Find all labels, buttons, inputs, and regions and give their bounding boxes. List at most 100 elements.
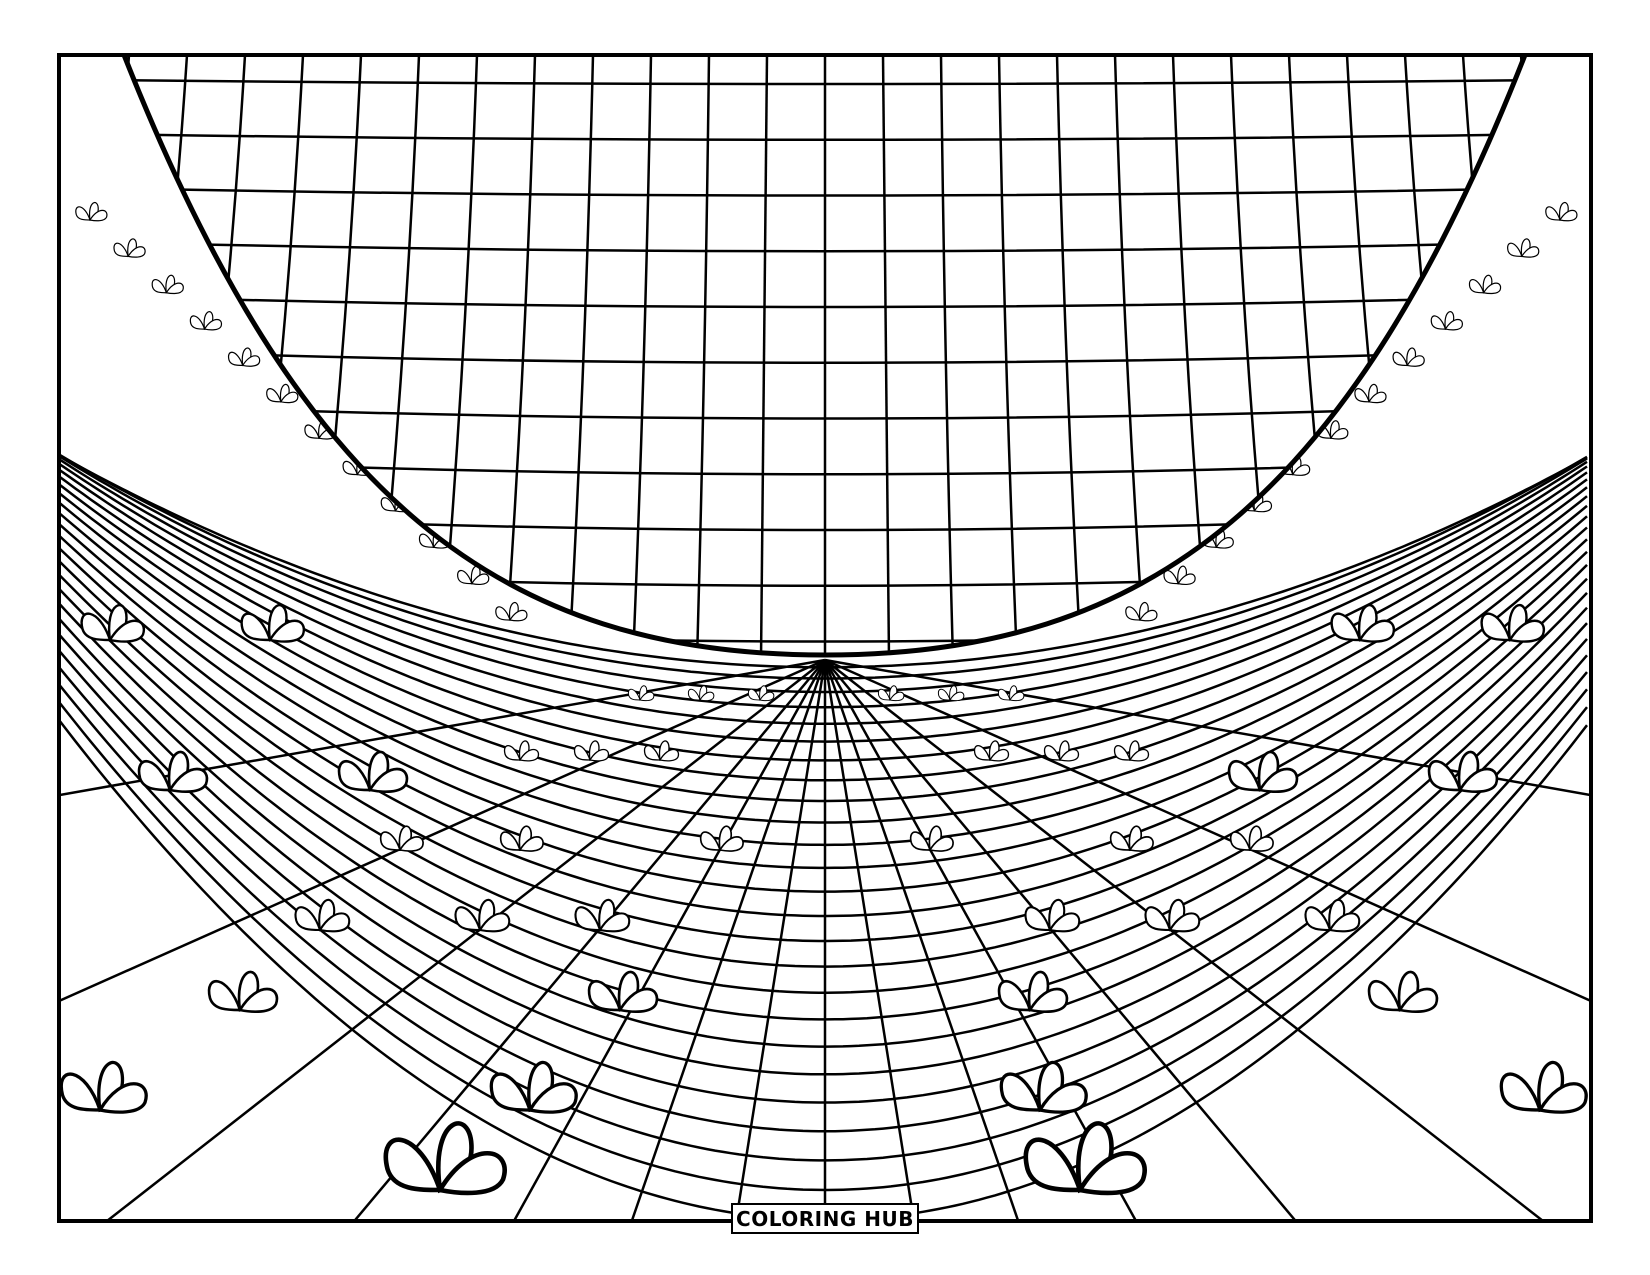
leaf-petal [1430, 315, 1447, 330]
leaf-motif [643, 740, 680, 762]
leaf-motif [587, 970, 659, 1014]
grid-arc [59, 483, 1588, 782]
leaf-motif [627, 685, 655, 702]
leaf-petal [1507, 242, 1523, 257]
leaf-motif [503, 740, 540, 762]
leaf-motif [1304, 899, 1361, 933]
leaf-petal [1358, 619, 1396, 643]
grid-line-radial [824, 659, 1297, 1221]
leaf-motifs [59, 201, 1588, 1196]
leaf-petal [240, 612, 272, 642]
leaf-petal [1163, 569, 1180, 585]
leaf-petal [380, 497, 397, 512]
leaf-petal [294, 906, 322, 932]
leaf-petal [227, 351, 244, 367]
leaf-motif [495, 601, 528, 622]
leaf-petal [1128, 836, 1154, 852]
leaf-petal [1113, 745, 1131, 761]
leaf-petal [1227, 760, 1262, 792]
leaf-motif [973, 740, 1010, 762]
leaf-petal [470, 573, 490, 586]
leaf-petal [1330, 612, 1362, 642]
grid-line-horizontal [124, 132, 1525, 141]
leaf-petal [337, 760, 372, 792]
leaf-motif [137, 750, 209, 794]
grid-line-radial [353, 659, 826, 1221]
leaf-petal [436, 1150, 507, 1196]
leaf-petal [108, 619, 146, 643]
leaf-petal [165, 282, 184, 295]
leaf-petal [1468, 279, 1485, 294]
grid-line-radial [630, 659, 827, 1221]
leaf-petal [997, 980, 1032, 1012]
grid-line-radial [824, 659, 1544, 1221]
leaf-motif [1499, 1060, 1588, 1114]
leaf-petal [1027, 987, 1069, 1014]
leaf-petal [617, 987, 659, 1014]
leaf-petal [189, 315, 206, 330]
leaf-petal [478, 912, 511, 933]
leaf-motif [294, 899, 351, 933]
leaf-motif [207, 970, 279, 1014]
leaf-petal [909, 831, 932, 851]
leaf-petal [1329, 427, 1349, 440]
leaf-motif [189, 311, 223, 331]
leaf-petal [418, 533, 435, 548]
leaf-motif [1507, 238, 1540, 258]
leaf-petal [687, 688, 701, 701]
leaf-motif [499, 825, 544, 852]
leaf-petal [973, 745, 991, 761]
leaf-petal [588, 748, 610, 762]
leaf-petal [266, 388, 282, 403]
grid-line-radial [512, 659, 827, 1221]
grid-line-vertical [1113, 55, 1147, 655]
grid-line-radial [734, 659, 827, 1221]
leaf-petal [988, 748, 1010, 762]
leaf-petal [495, 606, 511, 621]
leaf-motif [699, 825, 744, 852]
leaf-motif [240, 603, 306, 643]
grid-line-radial [823, 659, 1138, 1221]
grid-line-radial [823, 659, 916, 1221]
leaf-petal [937, 688, 951, 701]
leaf-petal [1125, 606, 1141, 621]
leaf-petal [1229, 831, 1252, 851]
leaf-petal [747, 688, 761, 701]
leaf-petal [489, 1072, 533, 1112]
leaf-petal [268, 619, 306, 643]
leaf-petal [518, 748, 540, 762]
grid-line-horizontal [124, 348, 1525, 364]
leaf-petal [1559, 209, 1578, 222]
leaf-motif [1043, 740, 1080, 762]
leaf-petal [113, 242, 130, 257]
leaf-petal [367, 767, 409, 794]
leaf-petal [1537, 1082, 1588, 1114]
leaf-motif [113, 238, 146, 258]
leaf-motif [379, 825, 424, 852]
leaf-petal [1291, 464, 1311, 476]
leaf-petal [279, 391, 299, 404]
u-curve [121, 54, 1528, 658]
leaf-motif [1427, 750, 1499, 794]
grid-line-vertical [631, 55, 653, 655]
leaf-motif [909, 825, 954, 852]
leaf-petal [889, 691, 905, 702]
grid-line-vertical [695, 55, 711, 655]
leaf-petal [342, 460, 359, 476]
leaf-petal [1109, 831, 1132, 851]
leaf-petal [999, 1072, 1043, 1112]
leaf-motif [383, 1121, 507, 1196]
leaf-motif [1024, 899, 1081, 933]
grid-arc [59, 573, 1588, 968]
leaf-motif [1468, 274, 1502, 295]
grid-arc [59, 547, 1588, 918]
leaf-petal [1009, 691, 1025, 702]
leaf-petal [949, 691, 965, 702]
grid-arc [59, 453, 1588, 680]
leaf-petal [1444, 318, 1463, 331]
leaf-petal [304, 424, 320, 439]
leaf-petal [1248, 836, 1274, 852]
leaf-petal [1048, 912, 1081, 933]
leaf-petal [1023, 1137, 1084, 1193]
